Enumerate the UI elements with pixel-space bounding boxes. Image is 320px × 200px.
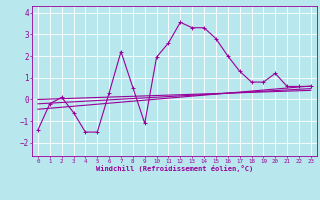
X-axis label: Windchill (Refroidissement éolien,°C): Windchill (Refroidissement éolien,°C) — [96, 165, 253, 172]
